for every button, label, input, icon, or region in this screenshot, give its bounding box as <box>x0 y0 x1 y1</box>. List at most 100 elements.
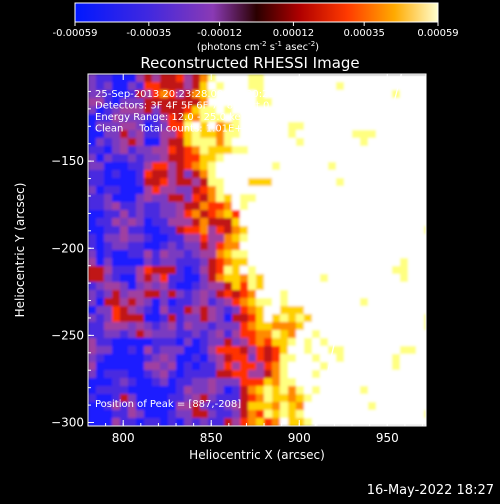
heatmap-cell <box>96 234 105 243</box>
heatmap-cell <box>112 202 121 211</box>
heatmap-cell <box>424 162 426 171</box>
heatmap-cell <box>312 338 321 347</box>
heatmap-cell <box>120 130 129 139</box>
heatmap-cell <box>336 258 345 267</box>
heatmap-cell <box>256 338 265 347</box>
heatmap-cell <box>200 170 209 179</box>
heatmap-cell <box>352 106 361 115</box>
heatmap-cell <box>360 130 369 139</box>
heatmap-cell <box>328 178 337 187</box>
heatmap-cell <box>392 210 401 219</box>
heatmap-cell <box>160 242 169 251</box>
heatmap-cell <box>224 282 233 291</box>
heatmap-cell <box>328 418 337 426</box>
heatmap-cell <box>232 114 241 123</box>
heatmap-cell <box>88 226 97 235</box>
heatmap-cell <box>88 186 97 195</box>
heatmap-cell <box>280 178 289 187</box>
heatmap-cell <box>136 162 145 171</box>
heatmap-cell <box>200 330 209 339</box>
heatmap-cell <box>96 258 105 267</box>
heatmap-cell <box>240 338 249 347</box>
heatmap-cell <box>392 298 401 307</box>
heatmap-cell <box>248 114 257 123</box>
heatmap-cell <box>392 162 401 171</box>
heatmap-cell <box>336 178 345 187</box>
heatmap-cell <box>208 338 217 347</box>
heatmap-cell <box>280 82 289 91</box>
heatmap-cell <box>144 114 153 123</box>
heatmap-cell <box>176 282 185 291</box>
heatmap-cell <box>272 370 281 379</box>
heatmap-cell <box>352 74 361 83</box>
heatmap-cell <box>408 242 417 251</box>
heatmap-cell <box>88 146 97 155</box>
heatmap-cell <box>104 178 113 187</box>
heatmap-cell <box>272 170 281 179</box>
heatmap-cells <box>88 74 426 426</box>
heatmap-cell <box>144 266 153 275</box>
heatmap-cell <box>152 330 161 339</box>
heatmap-cell <box>368 322 377 331</box>
heatmap-cell <box>296 114 305 123</box>
heatmap-cell <box>304 402 313 411</box>
heatmap-cell <box>376 346 385 355</box>
heatmap-cell <box>160 410 169 419</box>
heatmap-cell <box>240 354 249 363</box>
heatmap-cell <box>248 322 257 331</box>
heatmap-cell <box>120 226 129 235</box>
heatmap-cell <box>200 362 209 371</box>
heatmap-cell <box>384 218 393 227</box>
heatmap-cell <box>120 386 129 395</box>
heatmap-cell <box>160 330 169 339</box>
heatmap-cell <box>88 266 97 275</box>
heatmap-cell <box>160 218 169 227</box>
heatmap-cell <box>144 306 153 315</box>
heatmap-cell <box>352 130 361 139</box>
heatmap-cell <box>368 122 377 131</box>
heatmap-cell <box>416 394 425 403</box>
heatmap-cell <box>328 274 337 283</box>
heatmap-cell <box>128 314 137 323</box>
heatmap-cell <box>152 82 161 91</box>
heatmap-cell <box>320 202 329 211</box>
heatmap-cell <box>272 130 281 139</box>
heatmap-cell <box>216 106 225 115</box>
heatmap-cell <box>264 162 273 171</box>
heatmap-cell <box>392 154 401 163</box>
heatmap-cell <box>208 90 217 99</box>
solar-limb-line <box>314 74 403 426</box>
heatmap-cell <box>208 346 217 355</box>
heatmap-cell <box>104 210 113 219</box>
heatmap-cell <box>424 226 426 235</box>
heatmap-cell <box>216 306 225 315</box>
heatmap-cell <box>360 322 369 331</box>
heatmap-cell <box>272 146 281 155</box>
heatmap-cell <box>280 410 289 419</box>
heatmap-cell <box>136 346 145 355</box>
heatmap-cell <box>416 130 425 139</box>
heatmap-cell <box>344 386 353 395</box>
heatmap-cell <box>232 386 241 395</box>
heatmap-cell <box>240 170 249 179</box>
heatmap-cell <box>304 114 313 123</box>
heatmap-cell <box>208 242 217 251</box>
heatmap-cell <box>128 370 137 379</box>
heatmap-cell <box>136 266 145 275</box>
heatmap-cell <box>200 418 209 426</box>
heatmap-cell <box>176 338 185 347</box>
heatmap-cell <box>400 114 409 123</box>
heatmap-cell <box>112 282 121 291</box>
heatmap-cell <box>376 98 385 107</box>
colorbar-unit: (photons cm-2 s-1 asec-2) <box>197 40 319 53</box>
heatmap-cell <box>424 394 426 403</box>
heatmap-cell <box>280 98 289 107</box>
heatmap-cell <box>256 418 265 426</box>
heatmap-cell <box>280 346 289 355</box>
heatmap-cell <box>256 378 265 387</box>
heatmap-cell <box>376 226 385 235</box>
heatmap-cell <box>232 226 241 235</box>
heatmap-cell <box>88 74 97 83</box>
heatmap-cell <box>192 146 201 155</box>
heatmap-cell <box>144 290 153 299</box>
